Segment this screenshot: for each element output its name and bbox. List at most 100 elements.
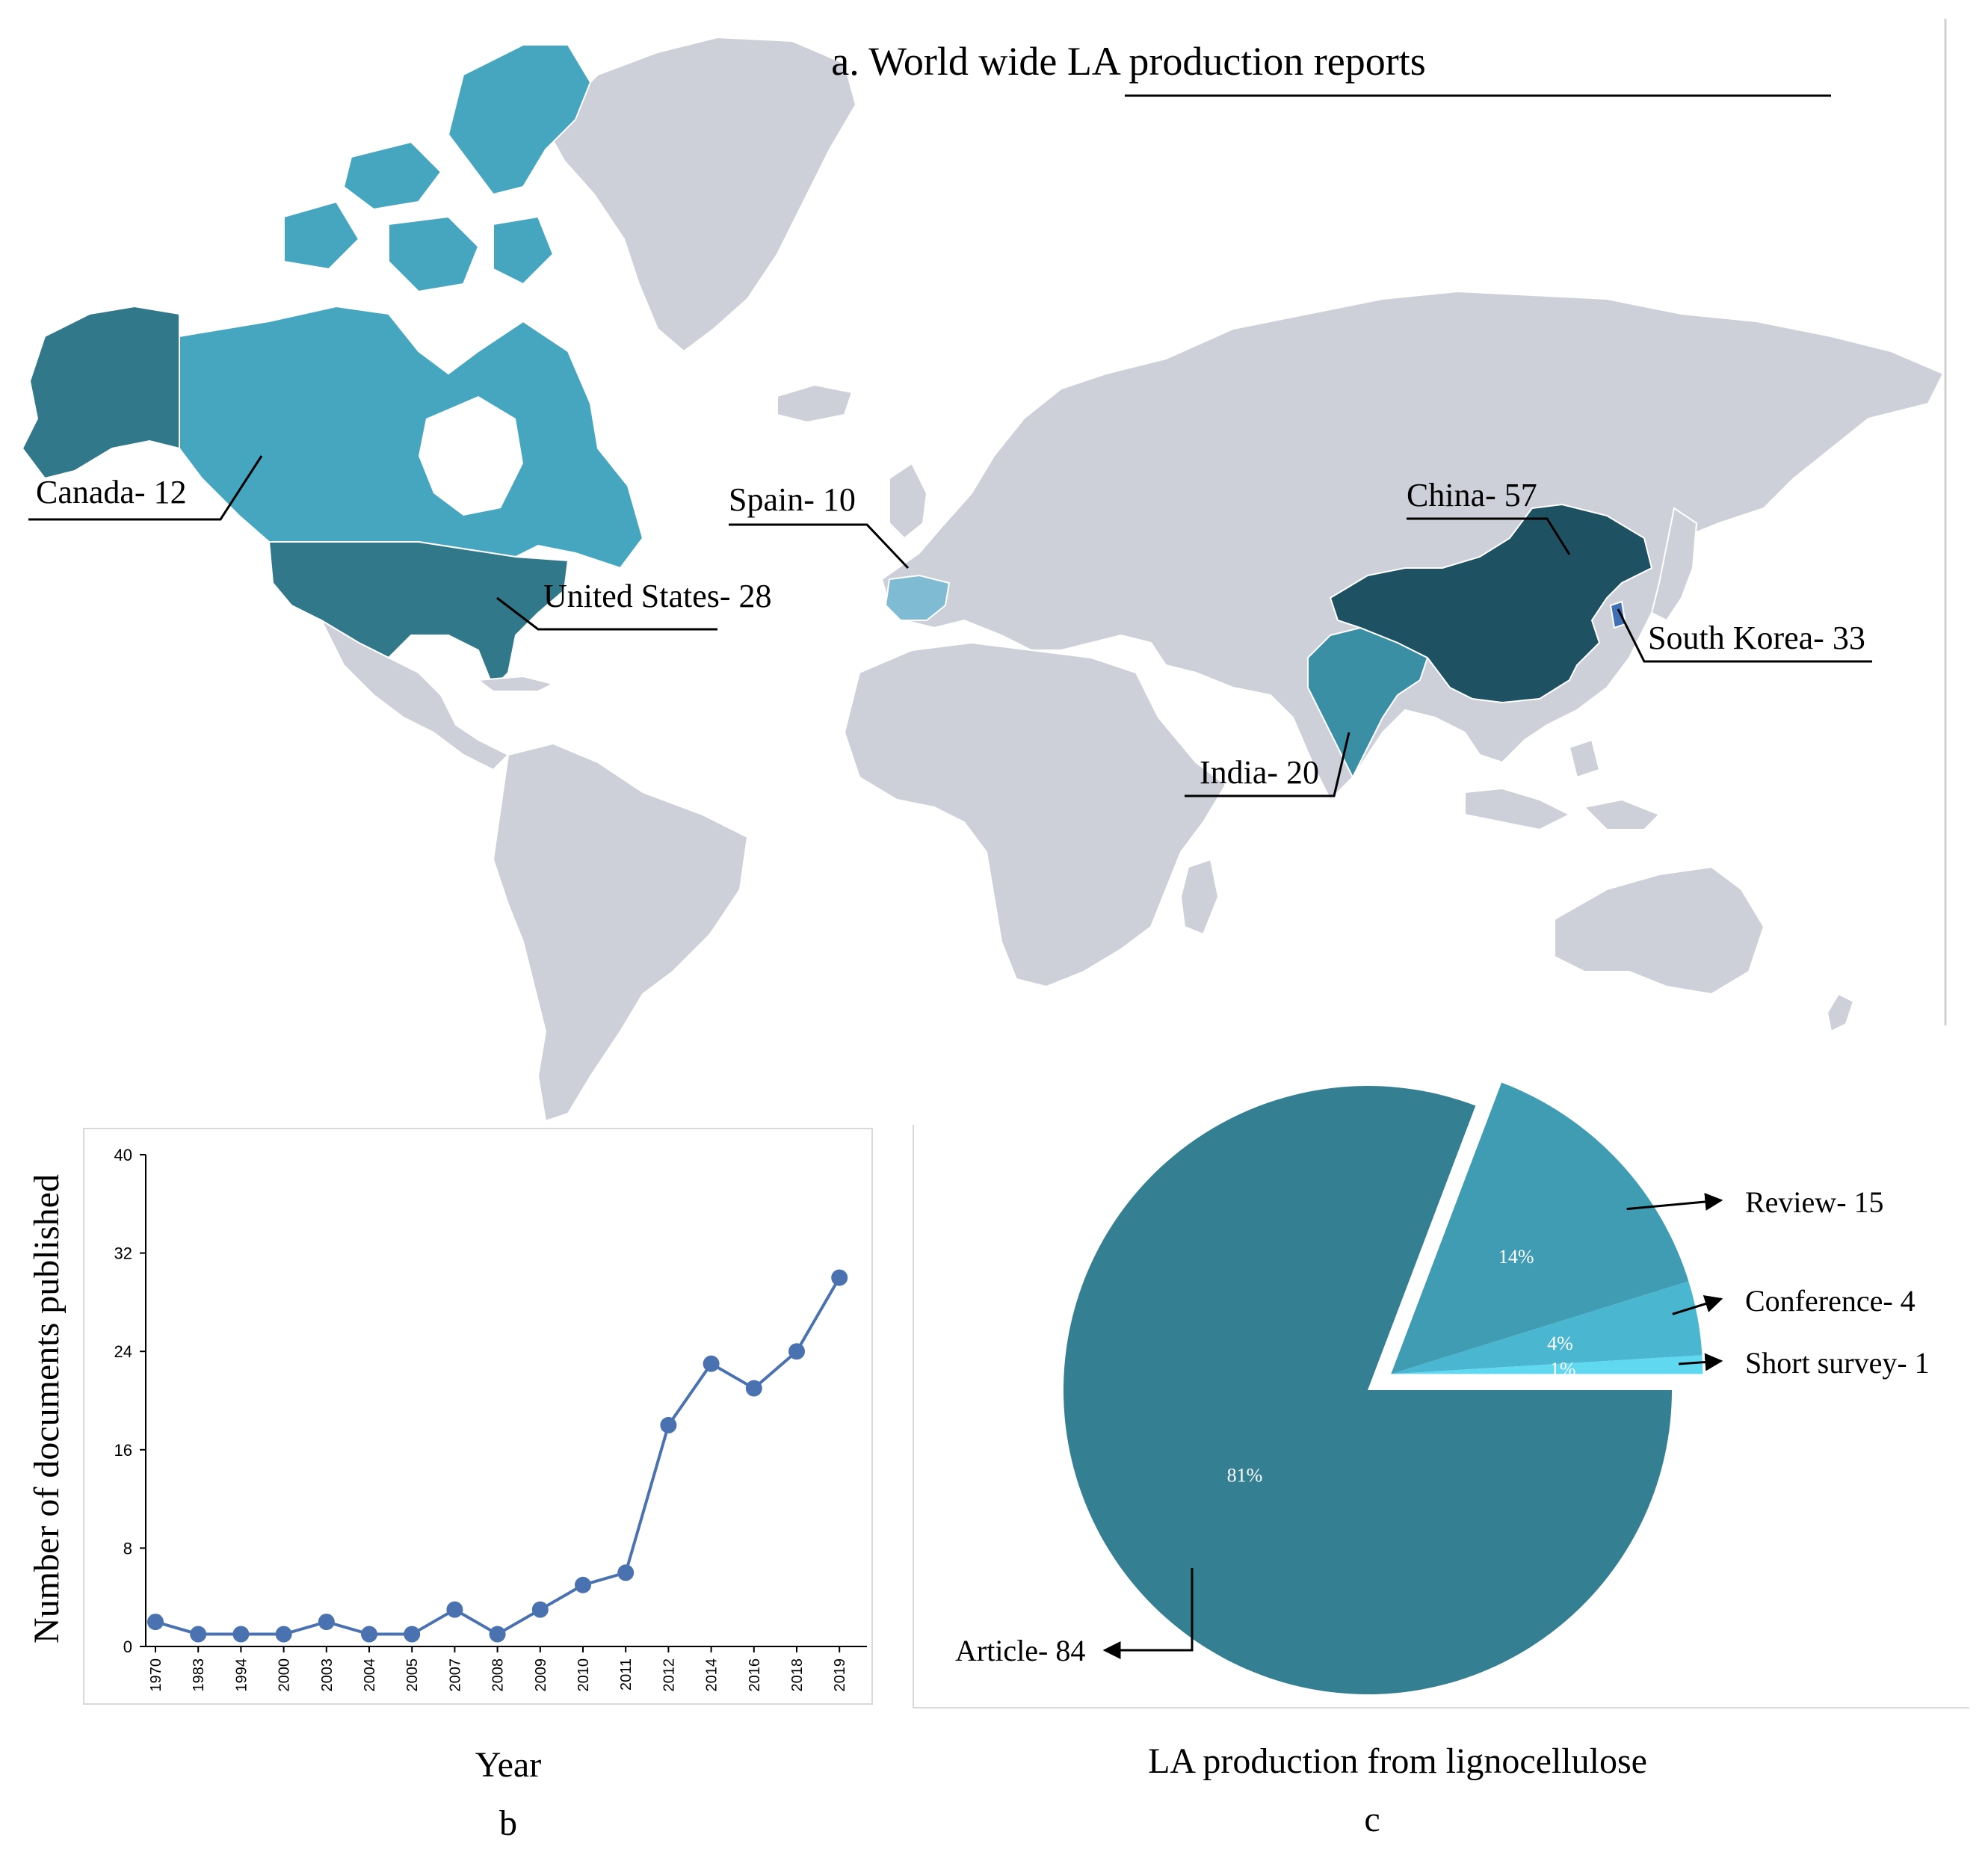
x-tick-label: 2008 xyxy=(490,1658,507,1692)
label-usa-text: United States- 28 xyxy=(543,578,772,614)
x-tick-label: 2004 xyxy=(362,1658,378,1692)
data-point-2016 xyxy=(745,1380,762,1397)
label-india-leader xyxy=(1185,732,1350,797)
line-chart-xlabel: Year xyxy=(475,1745,541,1785)
y-tick-label: 40 xyxy=(114,1146,132,1164)
map-africa xyxy=(843,641,1227,988)
data-point-2019 xyxy=(831,1269,848,1286)
data-point-2003 xyxy=(318,1614,335,1631)
pie-callout-line xyxy=(1678,1353,1723,1371)
map-usa xyxy=(268,541,569,689)
pie-callout-line xyxy=(1102,1568,1194,1659)
label-spain: Spain- 10 xyxy=(729,481,910,570)
map-madagascar xyxy=(1179,858,1220,936)
x-tick-label: 2018 xyxy=(789,1658,806,1692)
map-japan xyxy=(1650,507,1698,622)
label-canada-text: Canada- 12 xyxy=(36,474,187,510)
label-korea-leader xyxy=(1617,608,1872,663)
label-spain-leader xyxy=(729,523,910,570)
pie-chart-title: LA production from lignocellulose xyxy=(1148,1741,1647,1781)
x-tick-label: 2003 xyxy=(319,1658,336,1692)
data-point-2012 xyxy=(660,1416,677,1433)
label-usa: United States- 28 xyxy=(496,578,772,631)
x-tick-label: 2005 xyxy=(404,1658,421,1692)
map-title: a. World wide LA production reports xyxy=(831,39,1426,84)
pie-percent-review: 14% xyxy=(1498,1246,1534,1268)
pie-percent-labels: 81% 14% 4% 1% xyxy=(1227,1246,1576,1487)
pie-callout-label: Article- 84 xyxy=(955,1634,1085,1667)
pie-callout-line xyxy=(1626,1193,1723,1211)
data-point-2008 xyxy=(489,1626,506,1643)
label-korea-text: South Korea- 33 xyxy=(1648,620,1865,656)
panel-label-c: c xyxy=(1364,1800,1380,1839)
y-tick-label: 16 xyxy=(114,1441,132,1460)
data-point-2014 xyxy=(703,1355,720,1372)
map-southeast-asia xyxy=(1464,738,1661,831)
pie-callout-label: Review- 15 xyxy=(1745,1185,1884,1219)
x-tick-label: 2016 xyxy=(747,1658,763,1692)
map-caribbean xyxy=(476,675,555,692)
map-alaska xyxy=(21,305,180,480)
line-chart-x-ticks: 1970 1983 1994 2000 2003 2004 2005 2007 2008 2009… xyxy=(148,1646,848,1692)
map-canada xyxy=(179,305,644,570)
map-hudson-bay xyxy=(419,396,523,516)
x-tick-label: 2014 xyxy=(704,1658,720,1692)
label-india-text: India- 20 xyxy=(1200,754,1319,791)
data-point-1994 xyxy=(232,1626,250,1643)
pie-percent-short-survey: 1% xyxy=(1550,1358,1576,1380)
data-point-1983 xyxy=(190,1626,207,1643)
label-china: China- 57 xyxy=(1407,477,1571,555)
map-iceland xyxy=(777,383,853,424)
x-tick-label: 1994 xyxy=(233,1658,250,1692)
map-uk xyxy=(889,462,928,540)
line-chart-ylabel: Number of documents published xyxy=(27,1174,67,1643)
line-chart: 0 8 16 24 32 40 1970 1983 1994 2000 2003 2004 2005 2… xyxy=(27,1128,873,1843)
y-tick-label: 8 xyxy=(123,1539,132,1558)
x-tick-label: 1983 xyxy=(191,1658,207,1692)
data-point-1970 xyxy=(147,1614,164,1631)
line-chart-series-line xyxy=(155,1277,841,1636)
line-chart-points xyxy=(147,1269,848,1643)
y-tick-label: 32 xyxy=(114,1244,132,1263)
data-point-2004 xyxy=(361,1626,377,1643)
pie-chart: 81% 14% 4% 1% Review- 15 Conference- 4 Short … xyxy=(913,1082,1969,1839)
pie-callout-line xyxy=(1672,1294,1723,1315)
x-tick-label: 2000 xyxy=(277,1658,293,1692)
label-usa-leader xyxy=(496,596,717,631)
x-tick-label: 2010 xyxy=(575,1658,592,1692)
line-chart-y-ticks: 0 8 16 24 32 40 xyxy=(114,1146,146,1656)
label-china-leader xyxy=(1407,517,1571,555)
pie-slice-article xyxy=(1064,1085,1672,1695)
map-canada-arctic-islands xyxy=(283,44,592,293)
map-new-zealand xyxy=(1826,993,1855,1033)
x-tick-label: 2007 xyxy=(447,1658,463,1692)
label-china-text: China- 57 xyxy=(1407,477,1537,513)
label-spain-text: Spain- 10 xyxy=(729,481,856,518)
map-greenland xyxy=(544,36,857,353)
data-point-2009 xyxy=(531,1601,549,1618)
data-point-2011 xyxy=(617,1564,635,1581)
line-chart-frame xyxy=(83,1128,873,1705)
line-chart-axes xyxy=(145,1155,867,1647)
data-point-2010 xyxy=(575,1576,591,1593)
pie-callout-label: Conference- 4 xyxy=(1745,1284,1916,1318)
pie-callouts: Review- 15 Conference- 4 Short survey- 1 Ar… xyxy=(955,1185,1930,1667)
map-eurasia xyxy=(880,290,1945,801)
data-point-2000 xyxy=(275,1626,292,1643)
x-tick-label: 1970 xyxy=(148,1658,164,1692)
y-tick-label: 24 xyxy=(114,1342,132,1361)
data-point-2005 xyxy=(404,1626,421,1643)
pie-percent-conference: 4% xyxy=(1547,1333,1573,1354)
map-south-america xyxy=(492,742,749,1123)
x-tick-label: 2011 xyxy=(618,1658,635,1691)
pie-percent-article: 81% xyxy=(1227,1465,1263,1487)
pie-slice-conference xyxy=(1391,1281,1703,1374)
world-map: a. World wide LA production reports Cana… xyxy=(21,19,1947,1123)
pie-slice-short-survey xyxy=(1391,1355,1703,1374)
map-australia xyxy=(1554,865,1765,996)
pie-callout-label: Short survey- 1 xyxy=(1745,1346,1930,1380)
label-korea: South Korea- 33 xyxy=(1617,608,1872,663)
label-india: India- 20 xyxy=(1185,732,1350,797)
y-tick-label: 0 xyxy=(123,1638,132,1656)
